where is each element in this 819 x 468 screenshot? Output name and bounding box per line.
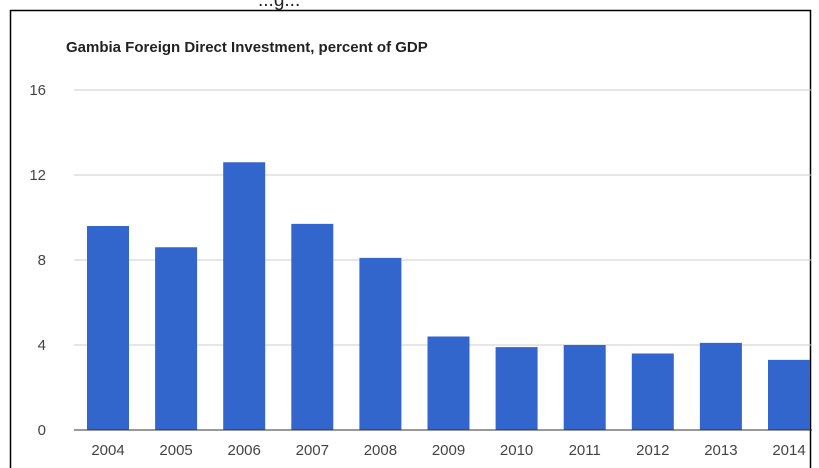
clipped-header-text: ...g... — [258, 0, 300, 11]
x-tick-label-2011: 2011 — [569, 442, 601, 459]
x-tick-label-2012: 2012 — [636, 442, 669, 459]
chart-border — [9, 9, 812, 468]
bar-2013 — [699, 342, 742, 430]
bar-2006 — [223, 162, 266, 430]
x-tick-label-2004: 2004 — [91, 442, 124, 459]
x-tick-label-2013: 2013 — [704, 442, 737, 459]
bar-2004 — [87, 226, 129, 430]
x-axis-tick-labels: 2004 2005 2006 2007 2008 2009 2010 2011 2012 2013… — [91, 442, 805, 459]
bar-2008 — [359, 257, 402, 430]
bar-2005 — [155, 247, 198, 430]
x-tick-label-2009: 2009 — [432, 442, 465, 459]
y-tick-label-16: 16 — [29, 82, 46, 99]
bar-2007 — [291, 223, 334, 430]
x-tick-label-2006: 2006 — [228, 442, 261, 459]
x-tick-label-2007: 2007 — [296, 442, 329, 459]
y-tick-label-4: 4 — [38, 337, 46, 354]
y-tick-label-12: 12 — [29, 167, 46, 184]
chart-title: Gambia Foreign Direct Investment, percen… — [66, 39, 428, 56]
y-axis-tick-labels: 0 4 8 12 16 — [29, 82, 46, 439]
y-tick-label-8: 8 — [38, 252, 46, 269]
bar-2009 — [427, 336, 470, 430]
bar-2012 — [631, 353, 674, 430]
x-tick-label-2014: 2014 — [772, 442, 805, 459]
bar-2010 — [495, 347, 538, 430]
x-tick-label-2008: 2008 — [364, 442, 397, 459]
y-tick-label-0: 0 — [38, 422, 46, 439]
bar-2014 — [768, 359, 810, 430]
bars — [87, 162, 810, 430]
bar-2011 — [563, 345, 606, 430]
x-tick-label-2010: 2010 — [500, 442, 533, 459]
x-tick-label-2005: 2005 — [159, 442, 192, 459]
